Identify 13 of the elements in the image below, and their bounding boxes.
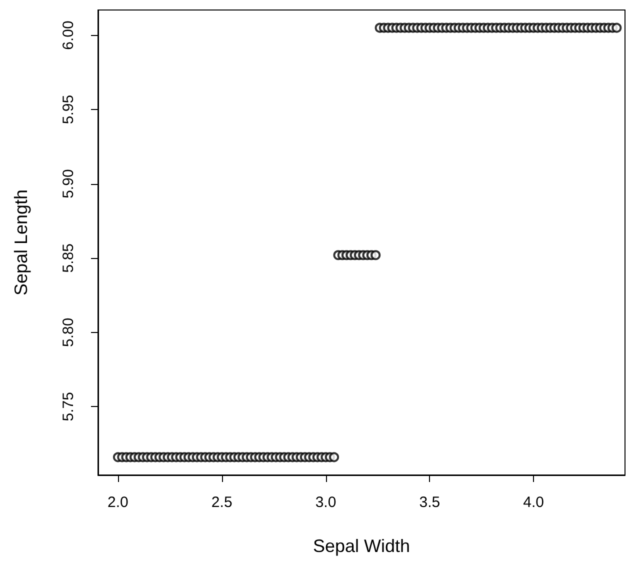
y-tick-label: 6.00 [60,20,77,50]
x-tick-label: 2.0 [108,494,128,511]
x-tick-label: 2.5 [211,494,232,511]
x-tick-label: 4.0 [523,494,544,511]
x-tick-label: 3.5 [419,494,440,511]
y-tick-label: 5.75 [60,392,77,422]
y-tick-label: 5.90 [60,169,77,198]
y-tick-label: 5.95 [60,94,77,124]
y-axis-title: Sepal Length [11,189,31,296]
x-axis-title: Sepal Width [312,536,410,556]
x-tick-label: 3.0 [315,494,336,511]
y-tick-label: 5.85 [60,243,77,273]
y-tick-label: 5.80 [60,318,77,347]
